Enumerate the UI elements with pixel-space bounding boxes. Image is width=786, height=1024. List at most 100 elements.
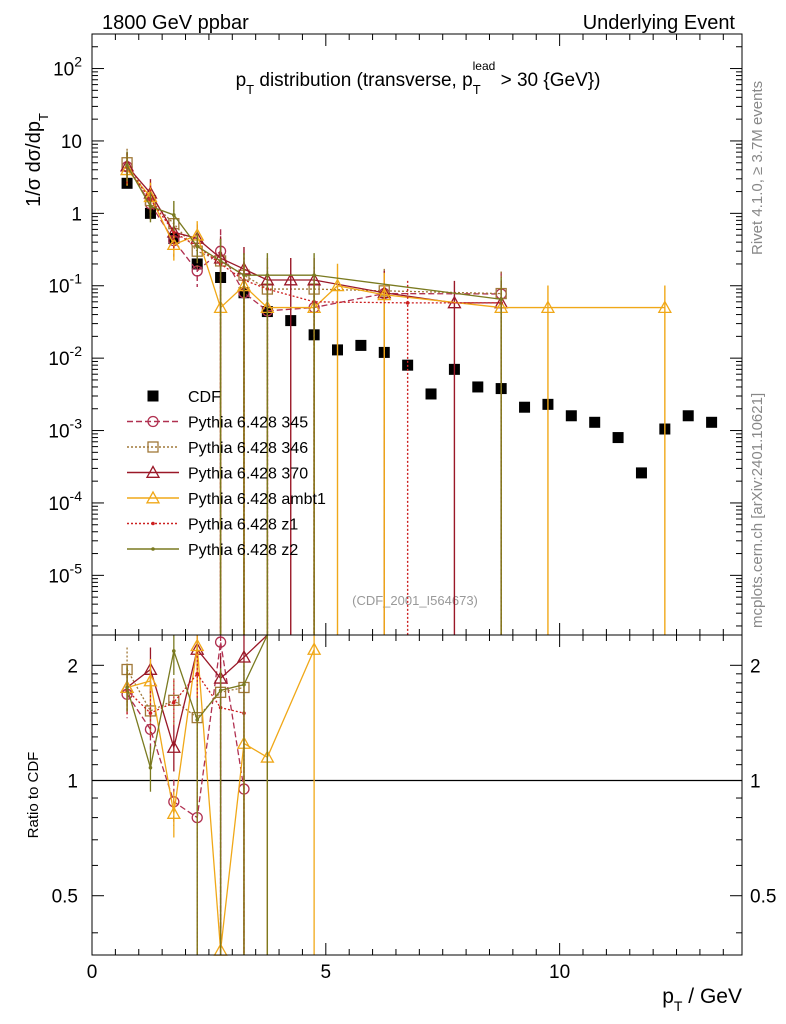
watermark: (CDF_2001_I564673) [352, 593, 478, 608]
data-point [172, 213, 176, 217]
data-point [190, 638, 205, 652]
series-line [126, 166, 502, 312]
legend-label: Pythia 6.428 346 [188, 440, 308, 457]
data-point [377, 287, 392, 301]
data-point [125, 685, 129, 690]
data-point [191, 258, 203, 270]
ratio-plot: 0 5 10 0.5 0.5 1 1 2 2 [52, 634, 776, 983]
data-point [565, 410, 577, 422]
data-point [151, 521, 155, 526]
data-point [283, 272, 298, 286]
data-point [242, 682, 246, 687]
y-axis-label: 1/σ dσ/dpT [23, 113, 51, 207]
data-point [145, 490, 161, 504]
data-point [125, 163, 129, 168]
ratio-series-1 [121, 647, 250, 955]
ratio-line [126, 672, 245, 714]
data-point [172, 230, 176, 234]
data-point [166, 806, 181, 819]
data-point [330, 278, 345, 292]
legend-entry: Pythia 6.428 ambt1 [127, 490, 326, 508]
header-right-label: Underlying Event [583, 12, 736, 34]
legend-label: Pythia 6.428 z1 [188, 517, 298, 534]
data-point [540, 300, 556, 313]
data-point [218, 688, 223, 693]
ratio-line [126, 669, 245, 719]
series-6 [125, 151, 503, 635]
legend-entry: Pythia 6.428 345 [127, 415, 308, 432]
data-point [635, 467, 647, 479]
y-tick-label: 10-2 [48, 343, 82, 370]
ratio-tick-label: 1 [750, 772, 761, 793]
data-point [657, 300, 672, 313]
data-point [218, 259, 223, 263]
data-point [307, 642, 322, 655]
data-point [172, 700, 176, 705]
series-line [126, 167, 502, 304]
data-point [148, 204, 153, 209]
data-point [195, 244, 200, 249]
y-tick-label: 10-4 [48, 488, 82, 515]
data-point [612, 432, 624, 444]
data-point [166, 740, 181, 753]
ratio-frame [91, 634, 743, 956]
y-tick-label: 10 [61, 132, 82, 153]
legend-label: Pythia 6.428 370 [188, 466, 308, 483]
side-label-top: Rivet 4.1.0, ≥ 3.7M events [749, 81, 766, 255]
y-tick-label: 10-1 [48, 271, 82, 298]
data-point [147, 415, 159, 428]
legend-label: Pythia 6.428 345 [188, 415, 308, 432]
data-point [355, 339, 367, 351]
data-point [195, 672, 200, 676]
data-point [151, 547, 155, 551]
y-tick-label: 102 [53, 54, 82, 81]
data-point [706, 416, 718, 428]
y-tick-label: 1 [71, 204, 82, 225]
data-point [405, 301, 410, 305]
x-tick-label: 10 [549, 962, 570, 983]
data-point [589, 416, 601, 428]
data-point [472, 381, 484, 393]
main-plot: 10-5 10-4 10-3 10-2 10-1 1 10 102 [48, 33, 742, 635]
x-tick-label: 5 [321, 962, 332, 983]
chart-title: pT distribution (transverse, pTlead > 30… [236, 59, 601, 97]
data-point [265, 273, 270, 277]
legend-entry: Pythia 6.428 346 [127, 440, 308, 457]
data-point [425, 388, 437, 400]
ratio-tick-label: 2 [750, 656, 761, 677]
data-point [312, 273, 316, 277]
ratio-tick-label: 2 [67, 656, 78, 677]
side-label-bottom: mcplots.cern.ch [arXiv:2401.10621] [749, 393, 766, 628]
ratio-tick-label: 0.5 [750, 887, 776, 908]
data-point [147, 441, 159, 453]
data-point [148, 765, 153, 770]
header-left-label: 1800 GeV ppbar [102, 12, 249, 34]
data-point [145, 465, 161, 478]
ratio-tick-label: 0.5 [52, 887, 78, 908]
data-point [147, 390, 159, 402]
ratio-line [126, 645, 315, 951]
legend: CDF Pythia 6.428 345 Pythia 6.428 346 Pythi… [127, 389, 326, 559]
series-line [126, 169, 665, 309]
ratio-y-axis-label: Ratio to CDF [25, 752, 42, 839]
series-0 [121, 177, 718, 479]
data-point [166, 237, 181, 251]
legend-label: CDF [188, 389, 221, 406]
x-axis-label: pT / GeV [662, 985, 742, 1014]
legend-entry: Pythia 6.428 370 [127, 465, 308, 483]
legend-entry: Pythia 6.428 z1 [127, 517, 298, 534]
legend-entry: Pythia 6.428 z2 [127, 542, 298, 559]
data-point [236, 649, 252, 663]
data-point [148, 711, 153, 715]
data-point [242, 273, 246, 277]
x-tick-label: 0 [87, 962, 98, 983]
y-tick-label: 10-5 [48, 560, 82, 587]
legend-label: Pythia 6.428 z2 [188, 542, 298, 559]
y-tick-label: 10-3 [48, 416, 82, 443]
data-point [172, 649, 176, 653]
legend-label: Pythia 6.428 ambt1 [188, 491, 326, 508]
data-point [195, 718, 200, 722]
ratio-tick-label: 1 [67, 772, 78, 793]
data-point [143, 673, 158, 687]
